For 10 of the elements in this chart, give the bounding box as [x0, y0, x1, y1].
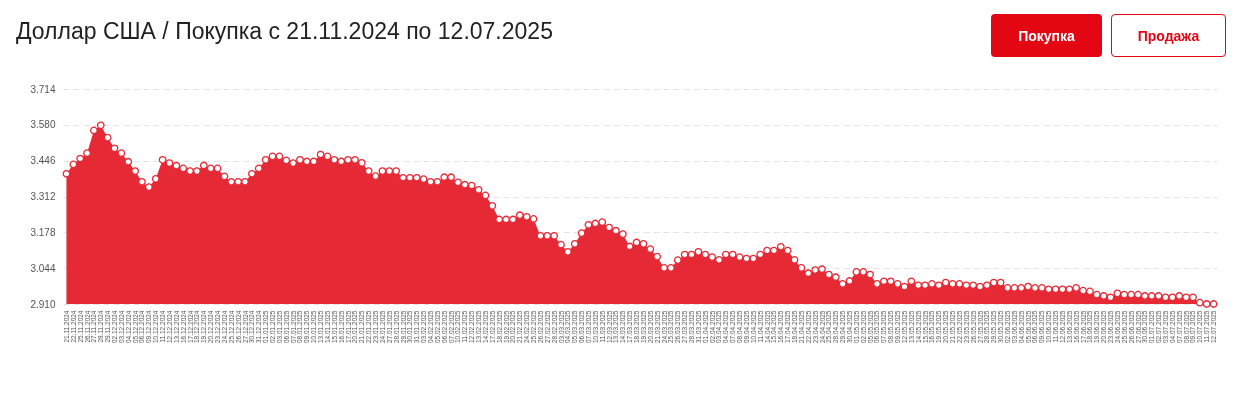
text: Продажа	[1111, 14, 1226, 57]
text: Покупка	[991, 14, 1102, 57]
y-tick-label: 3.044	[30, 262, 56, 274]
y-tick-label: 3.714	[30, 83, 56, 95]
y-tick-label: 3.178	[30, 226, 56, 238]
y-tick-label: 2.910	[30, 298, 56, 310]
chart-title: Доллар США / Покупка с 21.11.2024 по 12.07.2025	[16, 18, 553, 45]
y-tick-label: 3.312	[30, 191, 56, 202]
y-tick-label: 3.580	[30, 119, 56, 131]
y-tick-label: 3.446	[30, 155, 56, 167]
